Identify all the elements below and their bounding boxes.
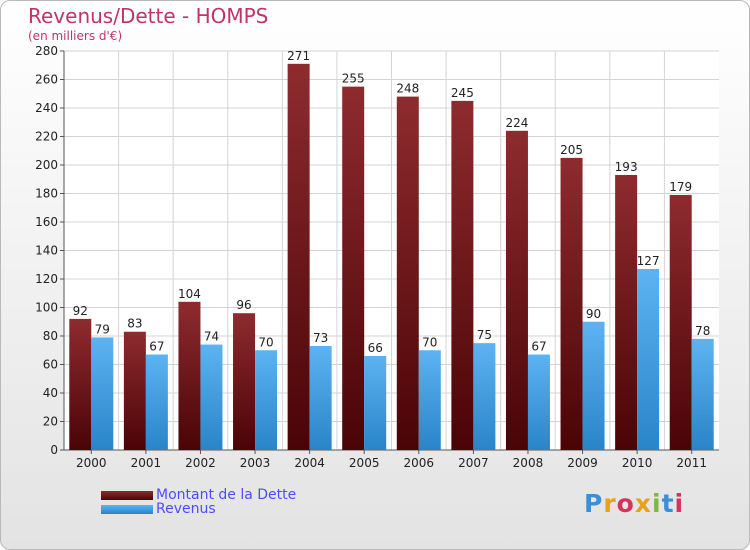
bar-dette-2001 (123, 331, 146, 450)
bar-dette-2004 (287, 63, 310, 450)
legend-item-debt: Montant de la Dette (101, 487, 296, 503)
x-tick-label: 2011 (676, 456, 707, 470)
y-tick-label: 240 (35, 101, 58, 115)
bar-revenus-2008 (527, 354, 550, 450)
bar-dette-2010 (615, 174, 638, 450)
x-tick-label: 2000 (76, 456, 107, 470)
legend-label-debt: Montant de la Dette (156, 487, 297, 503)
x-tick-label: 2003 (240, 456, 271, 470)
bar-revenus-2004 (309, 345, 332, 450)
logo-letter: i (652, 489, 662, 518)
data-label: 70 (422, 335, 437, 349)
x-tick-label: 2004 (294, 456, 325, 470)
data-label: 90 (586, 307, 601, 321)
data-label: 205 (560, 143, 583, 157)
data-label: 224 (506, 116, 529, 130)
data-label: 73 (313, 331, 328, 345)
y-tick-label: 0 (50, 443, 58, 457)
bars (69, 63, 714, 451)
data-label: 70 (258, 335, 273, 349)
data-labels: 92 79 83 67 104 74 96 70 271 73 255 66 248 70 245 75 224… (73, 49, 711, 355)
y-tick-label: 160 (35, 215, 58, 229)
y-tick-label: 120 (35, 272, 58, 286)
x-tick-label: 2006 (404, 456, 435, 470)
y-tick-label: 140 (35, 244, 58, 258)
x-tick-label: 2009 (567, 456, 598, 470)
y-tick-label: 200 (35, 158, 58, 172)
bar-dette-2005 (342, 86, 365, 450)
data-label: 179 (669, 180, 692, 194)
data-label: 75 (477, 328, 492, 342)
y-tick-label: 280 (35, 44, 58, 58)
y-tick-label: 260 (35, 73, 58, 87)
logo-letter: t (661, 489, 675, 518)
bar-revenus-2006 (418, 350, 441, 450)
legend-item-revenus: Revenus (101, 501, 216, 517)
bar-dette-2002 (178, 301, 201, 450)
y-tick-label: 100 (35, 301, 58, 315)
data-label: 92 (73, 304, 88, 318)
logo-letter: P (584, 489, 604, 518)
bar-revenus-2007 (473, 343, 496, 450)
data-label: 255 (342, 72, 365, 86)
data-label: 67 (531, 340, 546, 354)
y-tick-label: 220 (35, 130, 58, 144)
data-label: 248 (396, 82, 419, 96)
data-label: 96 (236, 298, 251, 312)
bar-dette-2009 (560, 157, 583, 450)
logo-letter: i (674, 489, 685, 518)
data-label: 67 (149, 340, 164, 354)
grid-lines (64, 50, 719, 451)
data-label: 78 (695, 324, 710, 338)
logo-letter: x (634, 489, 652, 518)
x-tick-label: 2001 (131, 456, 162, 470)
legend-swatch-debt (101, 490, 153, 500)
x-tick-label: 2005 (349, 456, 380, 470)
y-tick-label: 180 (35, 187, 58, 201)
data-label: 271 (287, 49, 310, 63)
legend-swatch-revenus (101, 504, 153, 514)
data-label: 74 (204, 330, 219, 344)
axes: 0 20 40 60 80 100 120 140 160 180 200 220 240 260 280 2… (35, 44, 719, 470)
data-label: 79 (95, 322, 110, 336)
data-label: 193 (615, 160, 638, 174)
bar-revenus-2005 (364, 355, 387, 450)
bar-revenus-2001 (145, 354, 168, 450)
y-tick-label: 40 (43, 386, 58, 400)
bar-revenus-2000 (91, 337, 114, 450)
bar-dette-2007 (451, 100, 474, 450)
logo-letter: r (603, 489, 617, 518)
bar-revenus-2011 (691, 338, 714, 450)
bar-revenus-2009 (582, 321, 605, 450)
data-label: 66 (368, 341, 383, 355)
chart-title: Revenus/Dette - HOMPS (28, 4, 269, 28)
x-tick-label: 2008 (513, 456, 544, 470)
data-label: 104 (178, 287, 201, 301)
bar-dette-2008 (505, 130, 528, 451)
bar-dette-2011 (669, 194, 692, 450)
x-tick-label: 2002 (185, 456, 216, 470)
x-tick-label: 2010 (622, 456, 653, 470)
data-label: 83 (127, 317, 142, 331)
legend-label-revenus: Revenus (156, 501, 216, 517)
data-label: 127 (637, 254, 660, 268)
logo-letter: o (616, 489, 635, 518)
y-tick-label: 60 (43, 358, 58, 372)
bar-dette-2006 (396, 96, 419, 450)
y-tick-label: 80 (43, 329, 58, 343)
bar-dette-2000 (69, 318, 92, 450)
x-tick-label: 2007 (458, 456, 489, 470)
bar-revenus-2002 (200, 344, 223, 450)
data-label: 245 (451, 86, 474, 100)
chart-subtitle: (en milliers d'€) (28, 29, 123, 43)
y-tick-label: 20 (43, 415, 58, 429)
bar-revenus-2010 (637, 269, 660, 450)
bar-revenus-2003 (255, 350, 278, 450)
proxiti-logo: Proxiti (584, 489, 684, 518)
bar-dette-2003 (233, 313, 256, 450)
